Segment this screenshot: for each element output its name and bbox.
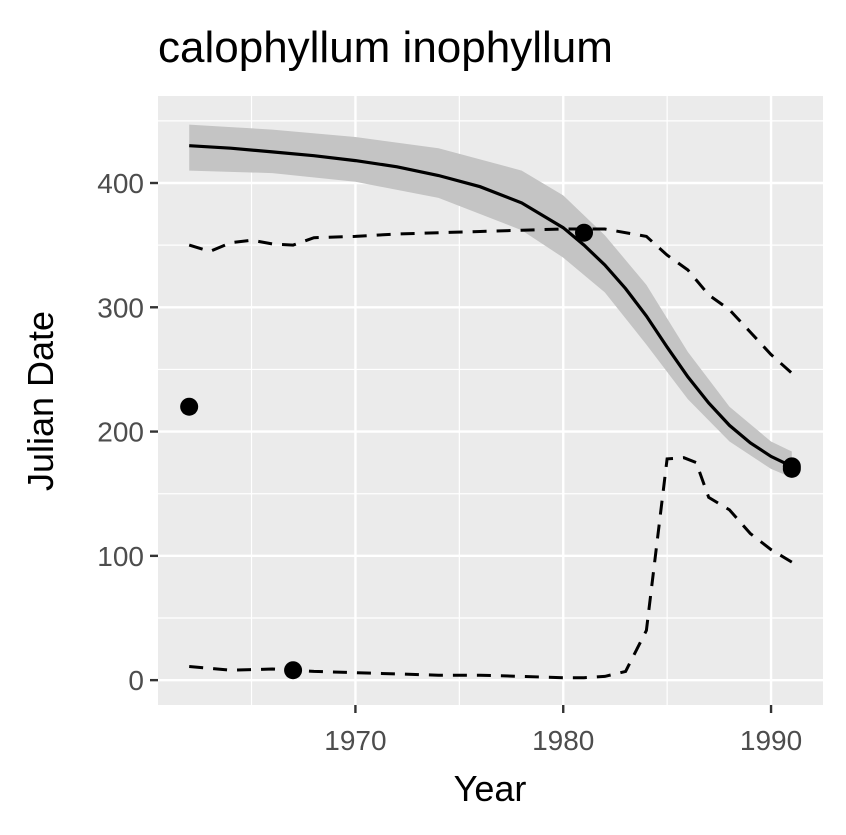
chart-title: calophyllum inophyllum [158, 23, 613, 72]
y-tick-label: 0 [128, 665, 144, 696]
y-tick-label: 400 [97, 168, 144, 199]
data-point [284, 661, 302, 679]
x-tick-label: 1990 [740, 725, 802, 756]
data-point [180, 398, 198, 416]
y-tick-label: 100 [97, 541, 144, 572]
data-point [783, 460, 801, 478]
data-point [575, 224, 593, 242]
x-tick-label: 1980 [532, 725, 594, 756]
x-tick-label: 1970 [324, 725, 386, 756]
y-tick-label: 200 [97, 417, 144, 448]
y-axis-title: Julian Date [20, 311, 61, 491]
x-axis-title: Year [454, 768, 527, 809]
y-axis: 0 100 200 300 400 [97, 168, 158, 696]
y-tick-label: 300 [97, 292, 144, 323]
x-axis: 1970 1980 1990 [324, 705, 802, 756]
